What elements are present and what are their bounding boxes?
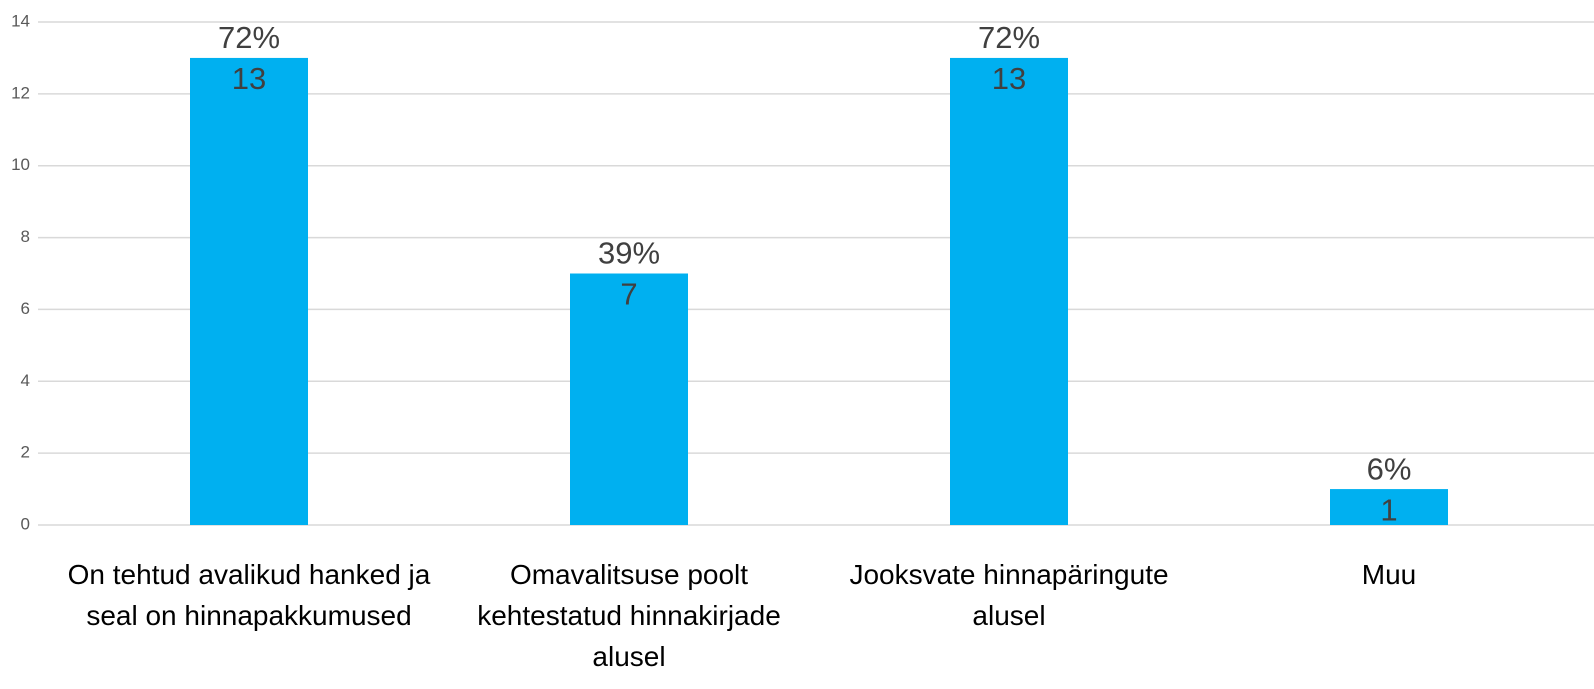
percent-label: 72% xyxy=(978,20,1040,55)
y-tick-label: 8 xyxy=(21,227,30,246)
y-tick-label: 2 xyxy=(21,443,30,462)
x-tick-label: On tehtud avalikud hanked ja seal on hinn… xyxy=(68,559,431,631)
bar xyxy=(570,273,688,525)
bar xyxy=(1330,489,1448,525)
data-label: 13 xyxy=(992,61,1026,96)
bar xyxy=(950,57,1068,526)
bar xyxy=(190,57,308,526)
data-label: 7 xyxy=(620,277,637,312)
x-tick-label: Muu xyxy=(1362,559,1416,590)
y-tick-label: 4 xyxy=(21,371,30,390)
x-tick-label: Jooksvate hinnapäringute alusel xyxy=(849,559,1168,631)
y-tick-label: 0 xyxy=(21,514,30,533)
y-tick-label: 6 xyxy=(21,299,30,318)
data-label: 13 xyxy=(232,61,266,96)
percent-label: 72% xyxy=(218,20,280,55)
y-tick-label: 14 xyxy=(11,11,30,30)
y-tick-label: 10 xyxy=(11,155,30,174)
y-tick-label: 12 xyxy=(11,83,30,102)
data-label: 1 xyxy=(1380,492,1397,527)
x-tick-label: Omavalitsuse poolt kehtestatud hinnakirja… xyxy=(477,559,781,672)
percent-label: 6% xyxy=(1367,451,1412,486)
percent-label: 39% xyxy=(598,236,660,271)
